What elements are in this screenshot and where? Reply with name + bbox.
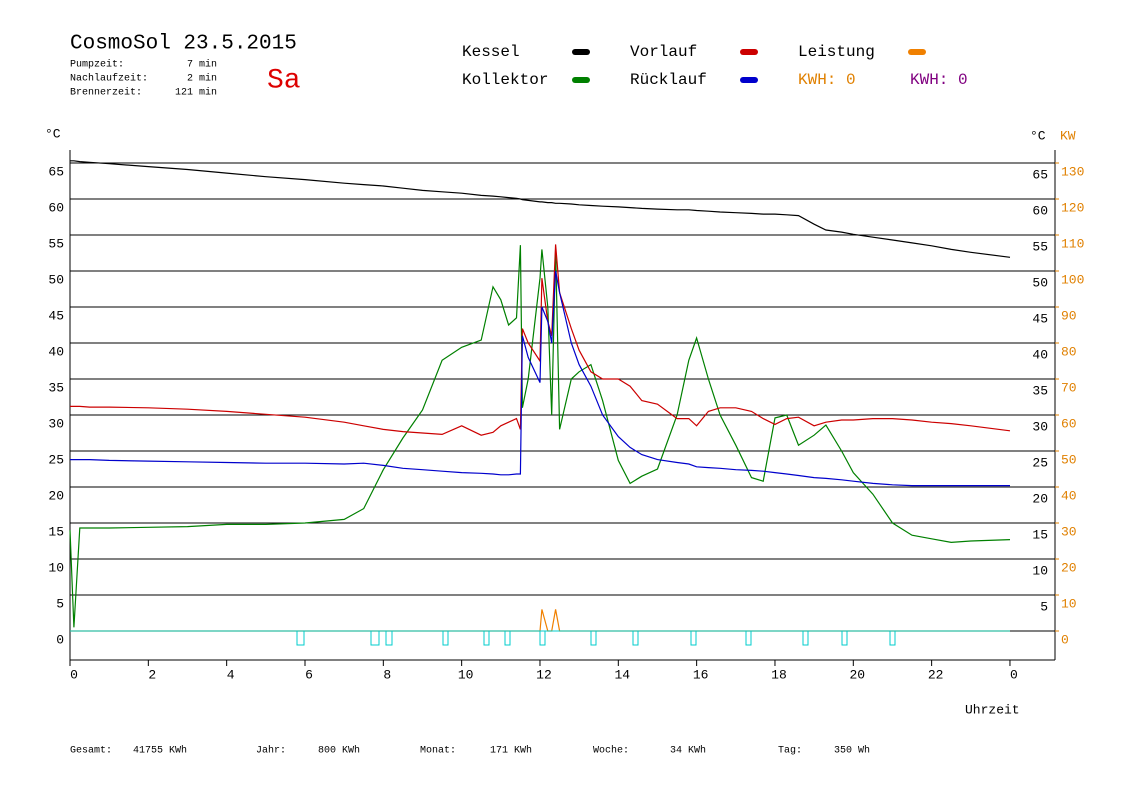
y2-tick-label: 90 [1061,308,1077,323]
y-tick-label: 0 [56,632,64,647]
y-tick-label: 30 [48,416,64,431]
y2-tick-label: 50 [1061,452,1077,467]
y-right-tick-label: 25 [1032,455,1048,470]
footer-label: Tag: [778,746,802,757]
y-tick-label: 5 [56,596,64,611]
y-right-tick-label: 5 [1040,599,1048,614]
y-tick-label: 10 [48,560,64,575]
legend-label: Kessel [462,43,520,61]
y-right-tick-label: 55 [1032,239,1048,254]
footer-value: 41755 KWh [133,745,187,757]
footer-label: Gesamt: [70,746,112,757]
x-tick-label: 0 [70,667,78,682]
y-tick-label: 20 [48,488,64,503]
y-right-tick-label: 50 [1032,275,1048,290]
y2-tick-label: 100 [1061,272,1084,287]
y-tick-label: 35 [48,380,64,395]
y2-tick-label: 130 [1061,164,1084,179]
footer-value: 350 Wh [834,745,870,757]
series-line [70,609,1010,632]
y-tick-label: 25 [48,452,64,467]
x-tick-label: 22 [928,667,944,682]
stat-label: Brennerzeit: [70,87,142,99]
y-tick-label: 55 [48,236,64,251]
stat-label: Pumpzeit: [70,59,124,71]
y-tick-label: 60 [48,200,64,215]
stat-label: Nachlaufzeit: [70,73,148,85]
plot [69,160,1055,632]
y-right-tick-label: 35 [1032,383,1048,398]
footer-value: 34 KWh [670,745,706,757]
y-right-tick-label: 30 [1032,419,1048,434]
y2-tick-label: 70 [1061,380,1077,395]
y2-tick-label: 60 [1061,416,1077,431]
y2-tick-label: 110 [1061,236,1084,251]
x-tick-label: 2 [148,667,156,682]
legend-kwh: KWH: 0 [798,71,856,89]
x-tick-label: 14 [615,667,631,682]
footer-label: Woche: [593,745,629,757]
legend-label: Vorlauf [630,43,697,61]
footer-label: Jahr: [256,745,286,757]
x-tick-label: 0 [1010,667,1018,682]
y2-tick-label: 0 [1061,632,1069,647]
y2-tick-label: 120 [1061,200,1084,215]
stat-value: 2 min [187,73,217,85]
y-right-tick-label: 40 [1032,347,1048,362]
y-right-tick-label: 65 [1032,167,1048,182]
series-line [70,160,1011,258]
y2-tick-label: 40 [1061,488,1077,503]
x-tick-label: 16 [693,667,709,682]
y2-label: KW [1060,128,1076,143]
y-tick-label: 50 [48,272,64,287]
y2-tick-label: 10 [1061,596,1077,611]
footer-value: 800 KWh [318,745,360,757]
y-right-tick-label: 60 [1032,203,1048,218]
y-right-tick-label: 10 [1032,563,1048,578]
y-right-tick-label: 20 [1032,491,1048,506]
stat-value: 121 min [175,87,217,99]
x-tick-label: 6 [305,667,313,682]
y-tick-label: 65 [48,164,64,179]
pump-markers [70,630,1010,646]
x-tick-label: 12 [536,667,552,682]
legend-kwh: KWH: 0 [910,71,968,89]
y2-tick-label: 30 [1061,524,1077,539]
x-tick-label: 4 [227,667,235,682]
y2-tick-label: 80 [1061,344,1077,359]
legend-label: Kollektor [462,71,548,89]
y-label: °C [45,126,61,141]
footer-value: 171 KWh [490,745,532,757]
y-right-tick-label: 15 [1032,527,1048,542]
legend-label: Leistung [798,43,875,61]
x-tick-label: 20 [849,667,865,682]
y-label-right: °C [1030,128,1046,143]
title: CosmoSol 23.5.2015 [70,33,297,56]
series-line [69,245,1011,628]
series-line [70,270,1010,487]
x-label: Uhrzeit [965,702,1020,717]
y2-tick-label: 20 [1061,560,1077,575]
y-tick-label: 45 [48,308,64,323]
footer-label: Monat: [420,746,456,757]
y-tick-label: 40 [48,344,64,359]
x-tick-label: 18 [771,667,787,682]
y-right-tick-label: 45 [1032,311,1048,326]
day: Sa [267,65,301,96]
legend-label: Rücklauf [630,71,707,89]
stat-value: 7 min [187,59,217,71]
x-tick-label: 8 [383,667,391,682]
y-tick-label: 15 [48,524,64,539]
x-tick-label: 10 [458,667,474,682]
